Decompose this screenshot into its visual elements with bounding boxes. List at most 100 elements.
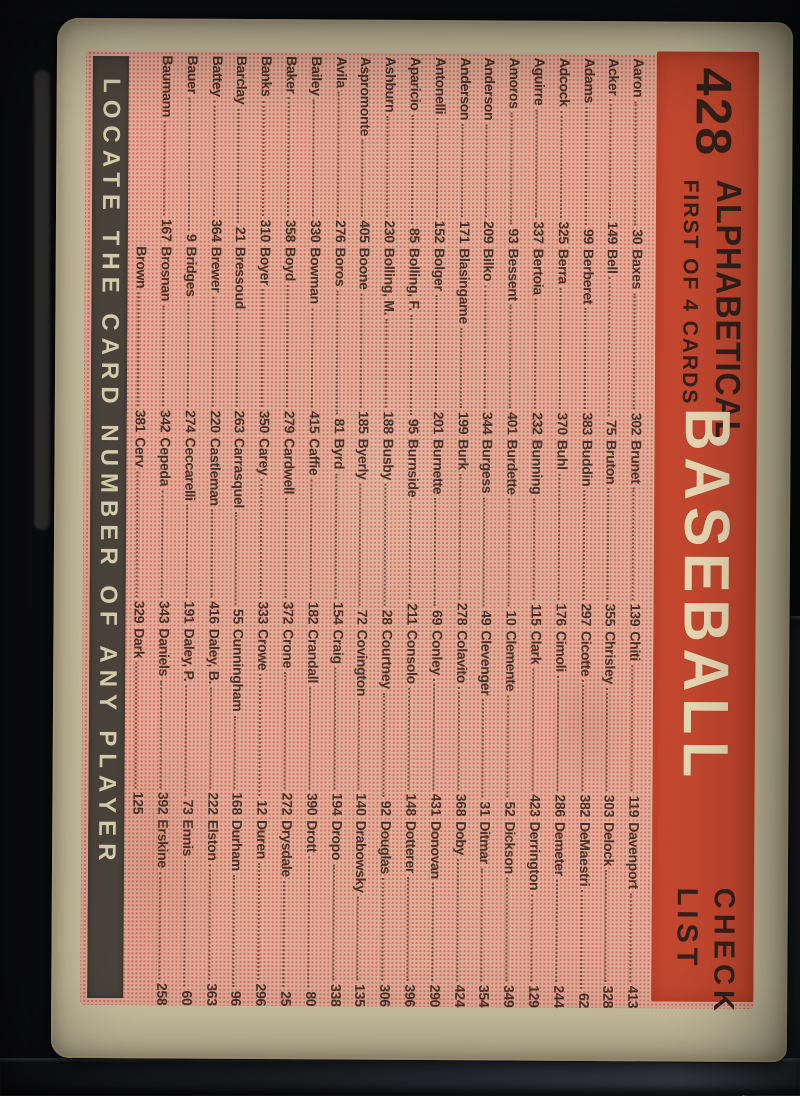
card-holder-ridge <box>0 1058 800 1095</box>
player-name: Bolger <box>431 248 448 291</box>
dot-leader <box>236 313 239 407</box>
card-number-value: 278 <box>454 602 471 626</box>
dot-leader <box>235 512 238 605</box>
player-name: Demeter <box>551 821 569 876</box>
dot-leader <box>432 678 435 790</box>
dot-leader <box>558 287 562 409</box>
dot-leader <box>604 870 608 982</box>
player-name: Burnside <box>405 438 422 498</box>
dot-leader <box>134 662 138 788</box>
checklist-entry: Conley 431 <box>425 630 451 816</box>
checklist-entry: Bell 75 <box>601 249 627 435</box>
card-number-value: 396 <box>402 984 419 1007</box>
checklist-entry: Douglas 306 <box>374 821 400 1007</box>
checklist-entry: Colavito 368 <box>450 630 476 816</box>
player-name: Colavito <box>453 630 471 684</box>
checklist-entry: Brewer 220 <box>204 247 230 433</box>
checklist-entry: Covington 140 <box>351 630 377 816</box>
dot-leader <box>185 504 189 598</box>
dot-leader <box>431 882 434 981</box>
player-name: Acker <box>606 58 623 96</box>
card-number-value: 148 <box>403 793 420 816</box>
dot-leader <box>158 871 162 979</box>
card-number-value: 244 <box>550 985 568 1008</box>
dot-leader <box>159 680 163 788</box>
checklist-entry: Baker 358 <box>280 56 306 242</box>
checklist-entry: Boone 185 <box>353 248 379 434</box>
card-number-value: 415 <box>306 410 323 434</box>
card-number-value: 96 <box>228 990 245 1006</box>
dot-leader <box>457 687 460 790</box>
dot-leader <box>408 501 412 600</box>
dot-leader <box>232 874 236 987</box>
player-name: Blasingame <box>455 248 473 324</box>
footer-strip: LOCATE THE CARD NUMBER OF ANY PLAYER <box>87 55 129 999</box>
checklist-entry: Burnette 69 <box>426 439 452 625</box>
card-number-value: 392 <box>155 791 172 815</box>
player-name: Cimoli <box>553 630 570 672</box>
card-number-value: 330 <box>307 219 324 243</box>
dot-leader <box>583 308 587 409</box>
checklist-entry: Crandall 390 <box>301 629 327 815</box>
dot-leader <box>207 864 211 980</box>
checklist-entry: Dotterer 396 <box>399 821 425 1007</box>
card-number-value: 21 <box>233 226 250 242</box>
player-name: Castleman <box>206 437 224 506</box>
checklist-grid: Aaron 30 Acker 149 Adams 99 Adcock 325 Aguirre 33… <box>123 18 653 1061</box>
card-number-value: 49 <box>478 610 495 626</box>
dot-leader <box>311 99 315 216</box>
card-number-value: 303 <box>601 794 618 818</box>
checklist-entry: Burdette 10 <box>501 439 527 626</box>
checklist-column: Brunet 139 Bruton 355 Buddin 297 Buhl 176 Bunnin… <box>129 437 651 626</box>
dot-leader <box>533 298 537 409</box>
card-number-value: 354 <box>476 984 493 1008</box>
player-name: Dickson <box>502 821 519 874</box>
player-name: Busby <box>380 438 397 481</box>
player-name: Conley <box>429 630 446 676</box>
checklist-entry: Boyd 279 <box>279 247 305 433</box>
checklist-entry: Daley, B. 222 <box>202 629 228 815</box>
checklist-entry: Acker 149 <box>602 58 628 244</box>
card-number-value: 119 <box>626 795 643 818</box>
dot-leader <box>285 284 289 407</box>
card-number-value: 363 <box>203 983 220 1006</box>
card-number-value: 405 <box>357 220 374 243</box>
checklist-entry: Bunning 115 <box>525 440 551 626</box>
player-name: Duren <box>254 819 271 860</box>
card-number-value: 302 <box>628 412 645 436</box>
dot-leader <box>556 675 559 791</box>
dot-leader <box>634 101 637 226</box>
player-name: Doby <box>452 821 469 856</box>
player-name: Elston <box>204 819 221 861</box>
dot-leader <box>382 692 386 797</box>
card-number-value: 12 <box>254 799 271 816</box>
checklist-entry: Carey 333 <box>253 438 279 624</box>
checklist-entry: Ditmar 354 <box>474 821 500 1007</box>
dot-leader <box>386 116 389 217</box>
card-number-value: 230 <box>382 220 399 243</box>
player-name: Boros <box>332 247 349 287</box>
card-number-value: 194 <box>328 792 346 816</box>
player-name: Aguirre <box>531 57 548 106</box>
dot-leader <box>534 109 538 218</box>
player-name: Amoros <box>506 57 524 109</box>
dot-leader <box>309 479 313 598</box>
card-number-value: 350 <box>256 410 274 434</box>
card-number-value: 413 <box>625 985 642 1009</box>
card-number-value: 209 <box>481 220 498 244</box>
checklist-entry: Dropo 338 <box>325 820 351 1006</box>
card-number-value: 95 <box>405 418 422 434</box>
dot-leader <box>287 97 290 216</box>
card-number-value: 423 <box>527 794 544 817</box>
card-number-value: 290 <box>426 984 444 1008</box>
player-name: Carey <box>256 437 273 476</box>
card-number-value: 306 <box>377 984 394 1007</box>
player-name: Derrington <box>526 821 544 891</box>
checklist-entry: Bessent 401 <box>502 248 528 435</box>
player-name: Crone <box>280 629 297 669</box>
card-number-value: 342 <box>157 409 174 433</box>
player-name: Boone <box>356 247 374 290</box>
dot-leader <box>506 695 510 798</box>
checklist-entry: Aguirre 337 <box>528 58 554 244</box>
